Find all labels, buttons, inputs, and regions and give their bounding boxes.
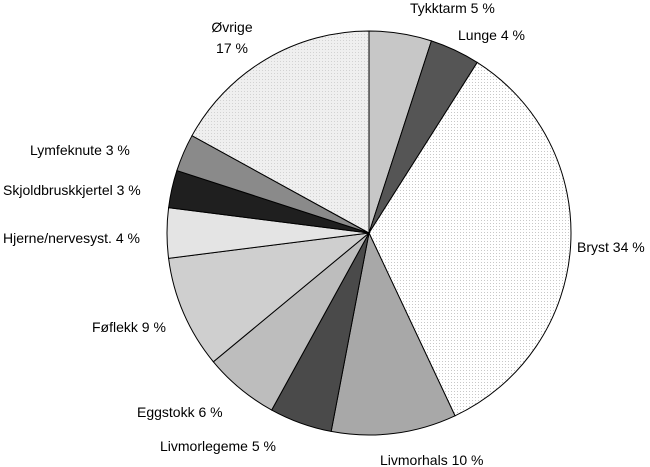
slice-label-hjerne-nervesyst: Hjerne/nervesyst. 4 % (3, 230, 140, 246)
slice-label-føflekk: Føflekk 9 % (92, 319, 166, 335)
pie-slice-bryst (368, 61, 572, 417)
slice-label-skjoldbruskkjertel: Skjoldbruskkjertel 3 % (3, 182, 141, 198)
pie-slice-livmorhals (330, 231, 456, 436)
slice-label-eggstokk: Eggstokk 6 % (137, 404, 223, 420)
pie-labels: Tykktarm 5 % Lunge 4 % Bryst 34 % Livmorhal… (3, 0, 645, 467)
pie-slice-øvrige (191, 30, 370, 234)
pie-slices (166, 30, 572, 436)
slice-label-livmorhals: Livmorhals 10 % (380, 452, 484, 467)
slice-label-livmorlegeme: Livmorlegeme 5 % (160, 438, 276, 454)
slice-label-lymfeknute: Lymfeknute 3 % (30, 142, 130, 158)
slice-label-lunge: Lunge 4 % (458, 27, 525, 43)
pie-slice-føflekk (168, 232, 371, 363)
slice-label-øvrige: Øvrige 17 % (211, 19, 252, 56)
slice-label-bryst: Bryst 34 % (577, 239, 645, 255)
slice-label-tykktarm: Tykktarm 5 % (410, 0, 495, 16)
